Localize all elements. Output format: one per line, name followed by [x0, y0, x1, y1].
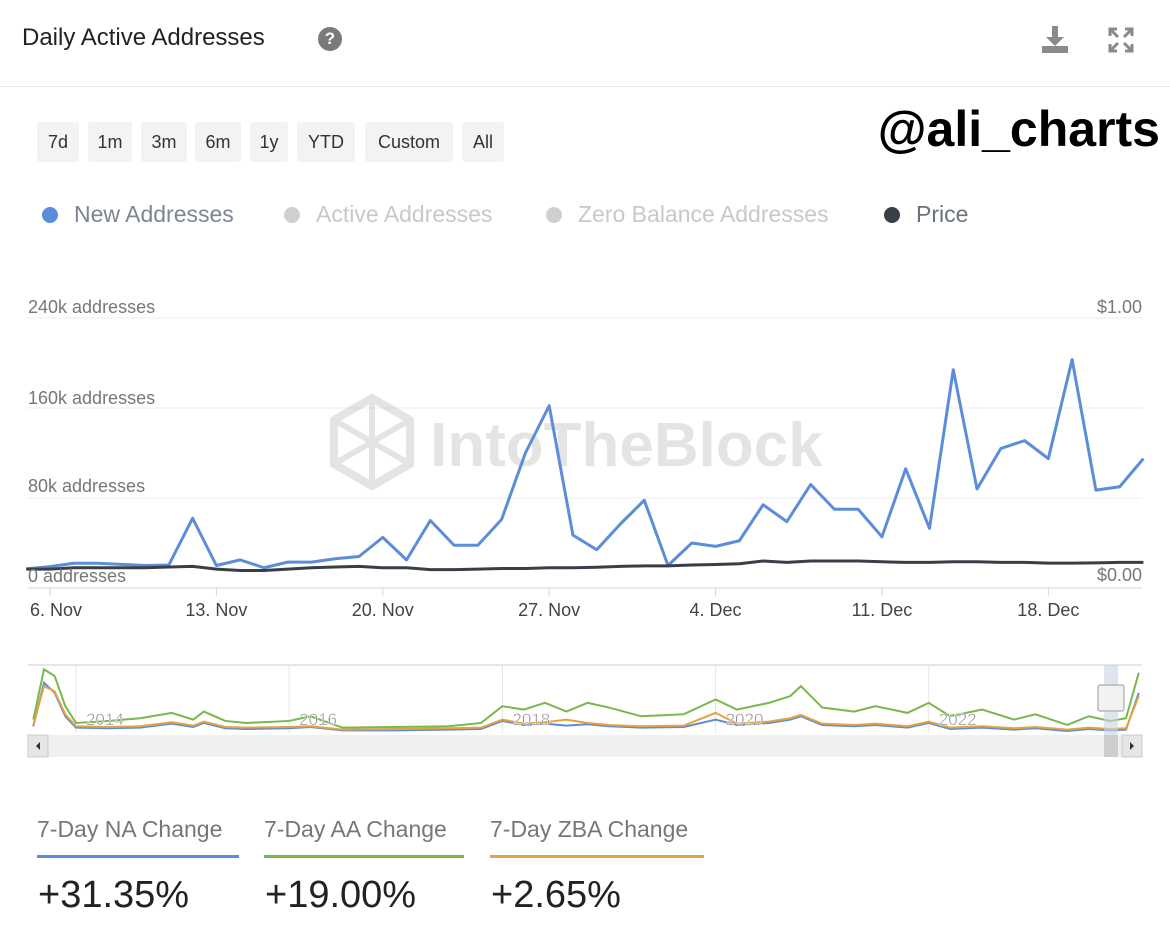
main-chart[interactable]: IntoTheBlock: [0, 280, 1170, 630]
range-button-3m[interactable]: 3m: [141, 122, 187, 162]
navigator-line-active-addresses: [32, 667, 1140, 729]
navigator-year-label: 2014: [86, 710, 124, 729]
legend-item-zero-balance-addresses[interactable]: Zero Balance Addresses: [546, 201, 829, 228]
y-axis-right-label: $0.00: [1096, 565, 1142, 585]
stat-label-2: 7-Day ZBA Change: [490, 816, 704, 858]
y-axis-label: 0 addresses: [28, 566, 127, 586]
legend-item-active-addresses[interactable]: Active Addresses: [284, 201, 492, 228]
x-axis-label: 13. Nov: [185, 600, 248, 620]
x-axis-label: 6. Nov: [29, 600, 83, 620]
scrollbar-track[interactable]: [28, 735, 1142, 757]
legend-dot-icon: [42, 206, 58, 223]
scrollbar-thumb[interactable]: [1104, 735, 1118, 757]
navigator-line-zero-balance-addresses: [32, 684, 1140, 731]
watermark-handle: @ali_charts: [877, 101, 1160, 157]
legend-item-new-addresses[interactable]: New Addresses: [42, 201, 234, 228]
navigator-handle[interactable]: [1097, 684, 1125, 712]
y-axis-right-label: $1.00: [1096, 297, 1142, 317]
download-icon[interactable]: [1040, 26, 1070, 54]
series-line-new-addresses[interactable]: [26, 358, 1145, 571]
y-axis-label: 160k addresses: [28, 388, 156, 408]
range-button-1y[interactable]: 1y: [250, 122, 288, 162]
svg-text:IntoTheBlock: IntoTheBlock: [430, 411, 823, 480]
legend-item-price[interactable]: Price: [884, 201, 968, 228]
range-button-7d[interactable]: 7d: [37, 122, 79, 162]
legend-dot-icon: [546, 206, 562, 223]
navigator-year-label: 2018: [512, 710, 550, 729]
x-axis-label: 18. Dec: [1017, 600, 1080, 620]
question-circle-icon[interactable]: ?: [318, 27, 342, 51]
legend-dot-icon: [284, 206, 300, 223]
arrow-right-icon: [1130, 742, 1134, 750]
navigator[interactable]: 2014 2016 2018 2020 2022: [0, 660, 1170, 760]
header-divider: [0, 86, 1170, 87]
y-axis-label: 240k addresses: [28, 297, 156, 317]
legend-dot-icon: [884, 206, 900, 223]
stat-value-2: +2.65%: [491, 874, 621, 916]
range-button-all[interactable]: All: [462, 122, 504, 162]
series-line-price[interactable]: [26, 559, 1144, 572]
y-axis-label: 80k addresses: [28, 476, 146, 496]
navigator-year-label: 2022: [939, 710, 977, 729]
range-button-1m[interactable]: 1m: [88, 122, 132, 162]
arrow-left-icon: [36, 742, 40, 750]
stat-label-1: 7-Day AA Change: [264, 816, 464, 858]
legend-label: Price: [916, 201, 969, 227]
navigator-line-new-addresses: [32, 680, 1140, 732]
stat-value-1: +19.00%: [265, 874, 417, 916]
legend-label: Active Addresses: [316, 201, 493, 227]
range-button-6m[interactable]: 6m: [195, 122, 241, 162]
x-axis-label: 27. Nov: [518, 600, 581, 620]
intotheblock-watermark-logo: IntoTheBlock: [330, 393, 823, 491]
stat-label-0: 7-Day NA Change: [37, 816, 239, 858]
expand-icon[interactable]: [1107, 26, 1135, 54]
stat-value-0: +31.35%: [38, 874, 190, 916]
x-axis-label: 20. Nov: [351, 600, 414, 620]
legend-label: New Addresses: [74, 201, 234, 227]
navigator-year-label: 2016: [299, 710, 337, 729]
x-axis-label: 11. Dec: [851, 600, 913, 620]
navigator-year-label: 2020: [726, 710, 764, 729]
range-button-custom[interactable]: Custom: [365, 122, 453, 162]
page-title: Daily Active Addresses: [22, 24, 265, 51]
legend-label: Zero Balance Addresses: [578, 201, 829, 227]
x-axis-label: 4. Dec: [689, 600, 742, 620]
range-button-ytd[interactable]: YTD: [297, 122, 355, 162]
